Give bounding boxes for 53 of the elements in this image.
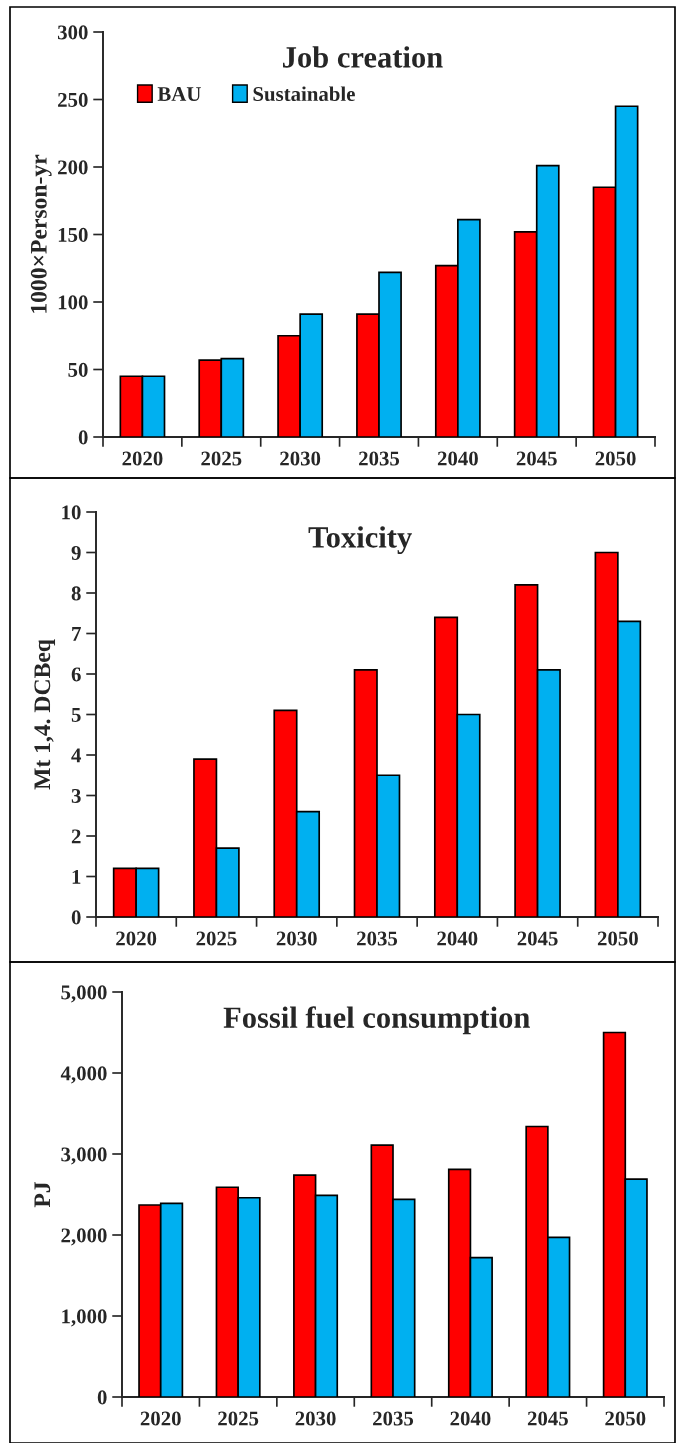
x-tick-label: 2035	[359, 451, 400, 466]
y-tick-label: 10	[62, 505, 81, 520]
x-tick-label: 2035	[357, 931, 398, 946]
y-tick-label: 2	[71, 829, 81, 844]
x-tick-label: 2050	[597, 931, 638, 946]
y-tick-label: 3	[71, 788, 81, 803]
legend-label: BAU	[157, 87, 201, 102]
x-tick-label: 2045	[517, 931, 558, 946]
x-tick-label: 2020	[140, 1411, 181, 1426]
x-tick-label: 2040	[437, 931, 478, 946]
y-tick-label: 250	[58, 92, 88, 107]
y-tick-label: 3,000	[61, 1147, 107, 1165]
x-tick-label: 2040	[450, 1411, 491, 1426]
y-tick-label: 2,000	[61, 1228, 107, 1246]
y-tick-label: 5,000	[61, 985, 107, 1003]
x-tick-label: 2025	[201, 451, 242, 466]
y-tick-label: 6	[71, 667, 81, 682]
chart-title: Job creation	[283, 46, 443, 68]
legend-label: Sustainable	[253, 86, 355, 102]
x-tick-label: 2050	[595, 451, 636, 466]
y-axis-title: 1000×Person-yr	[30, 154, 52, 313]
y-tick-label: 8	[71, 586, 81, 601]
x-tick-label: 2030	[280, 451, 321, 466]
x-tick-label: 2020	[116, 931, 157, 946]
y-tick-label: 0	[78, 430, 88, 445]
x-tick-label: 2030	[295, 1411, 336, 1426]
y-tick-label: 300	[57, 25, 88, 40]
y-tick-label: 4,000	[60, 1066, 107, 1084]
y-tick-label: 150	[58, 227, 88, 242]
y-tick-label: 1	[72, 869, 81, 884]
y-tick-label: 1,000	[62, 1309, 107, 1327]
x-tick-label: 2020	[122, 451, 163, 466]
y-tick-label: 200	[58, 160, 88, 175]
x-tick-label: 2025	[218, 1411, 259, 1426]
x-tick-label: 2025	[196, 931, 237, 946]
x-tick-label: 2050	[605, 1411, 646, 1426]
y-tick-label: 4	[71, 748, 82, 763]
x-tick-label: 2045	[516, 451, 557, 466]
x-tick-label: 2030	[276, 931, 317, 946]
y-tick-label: 50	[68, 362, 88, 377]
y-tick-label: 9	[71, 545, 81, 560]
y-tick-label: 100	[58, 295, 88, 310]
chart-title: Fossil fuel consumption	[223, 1006, 530, 1035]
x-tick-label: 2040	[437, 451, 478, 466]
y-axis-title: PJ	[34, 1182, 51, 1208]
y-tick-label: 0	[97, 1390, 107, 1405]
y-tick-label: 0	[71, 910, 81, 925]
y-axis-title: Mt 1,4. DCBeq	[34, 639, 56, 790]
x-tick-label: 2045	[527, 1411, 568, 1426]
y-tick-label: 7	[72, 627, 81, 641]
x-tick-label: 2035	[373, 1411, 414, 1426]
y-tick-label: 5	[71, 708, 81, 722]
chart-title: Toxicity	[308, 526, 412, 554]
